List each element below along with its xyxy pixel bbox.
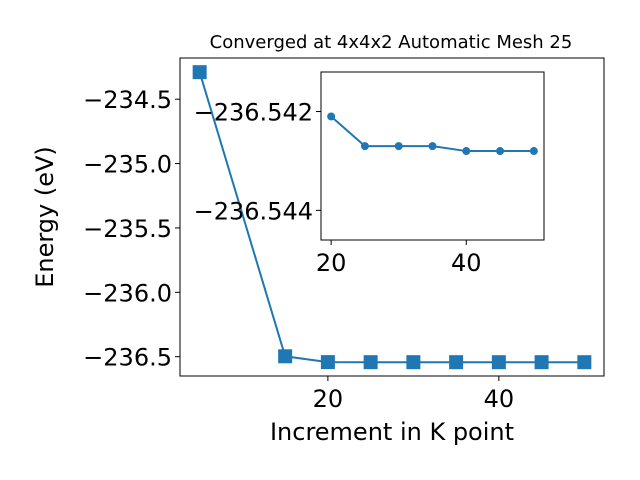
inset-x-tick-label: 20 <box>316 249 347 277</box>
main-x-tick-label: 20 <box>313 385 344 413</box>
main-y-tick-label: −236.0 <box>83 279 172 307</box>
main-data-point <box>192 65 207 80</box>
inset-data-point <box>529 147 538 156</box>
inset-data-point <box>360 142 369 151</box>
main-y-tick-label: −236.5 <box>83 344 172 372</box>
inset-x-tick-label: 40 <box>451 249 482 277</box>
main-y-tick-label: −235.0 <box>83 151 172 179</box>
main-x-ticks: 20 40 <box>313 376 515 413</box>
main-y-tick-label: −235.5 <box>83 215 172 243</box>
inset-x-ticks: 20 40 <box>316 240 482 277</box>
main-series-markers <box>192 65 592 370</box>
chart-title: Converged at 4x4x2 Automatic Mesh 25 <box>210 32 573 53</box>
y-axis-label: Energy (eV) <box>31 146 59 288</box>
inset-data-point <box>428 142 437 151</box>
inset-data-point <box>462 147 471 156</box>
main-data-point <box>278 349 293 364</box>
x-axis-label: Increment in K point <box>270 418 514 446</box>
main-y-tick-label: −234.5 <box>83 86 172 114</box>
main-data-point <box>320 355 335 370</box>
main-data-point <box>449 355 464 370</box>
inset-y-tick-label: −236.542 <box>194 99 313 127</box>
inset-axes: 20 40 −236.544−236.542 <box>194 71 545 277</box>
main-axes: Converged at 4x4x2 Automatic Mesh 25 20 4… <box>31 32 605 446</box>
inset-background <box>321 72 544 240</box>
main-data-point <box>406 355 421 370</box>
inset-plot-frame <box>320 71 545 241</box>
main-plot-frame <box>179 57 605 377</box>
main-data-point <box>577 355 592 370</box>
main-x-tick-label: 40 <box>484 385 515 413</box>
main-data-point <box>534 355 549 370</box>
main-data-point <box>491 355 506 370</box>
inset-series-markers <box>327 112 538 156</box>
inset-y-ticks: −236.544 −236.542 <box>194 99 321 225</box>
main-y-ticks: −234.5 −235.0 −235.5 −236.0 −236.5 <box>83 86 180 372</box>
inset-data-point <box>496 147 505 156</box>
main-data-point <box>363 355 378 370</box>
inset-data-point <box>327 112 336 121</box>
inset-y-tick-label: −236.544 <box>194 197 313 225</box>
inset-data-point <box>394 142 403 151</box>
